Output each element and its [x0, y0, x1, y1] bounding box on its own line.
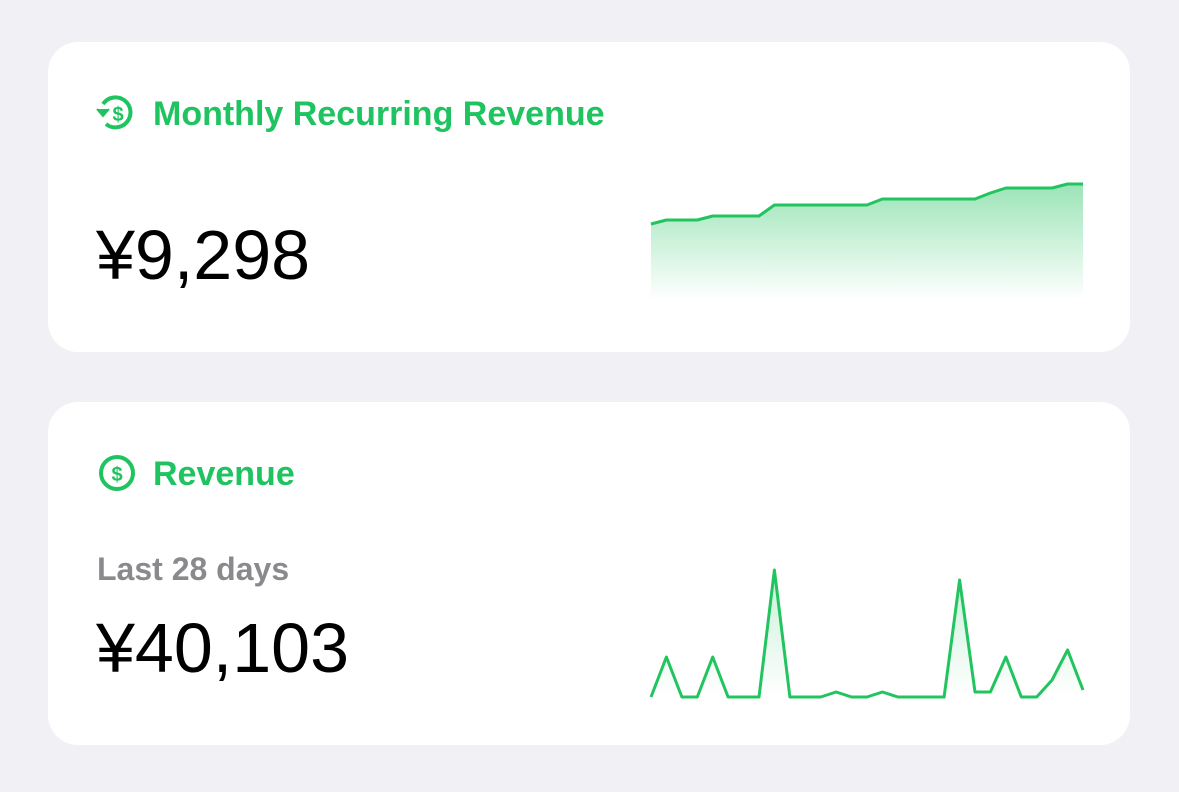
sparkline-line — [649, 568, 1085, 699]
svg-text:$: $ — [111, 464, 122, 486]
card-subtitle: Last 28 days — [97, 551, 289, 587]
card[interactable] — [48, 402, 1130, 745]
card-value: ¥9,298 — [95, 216, 310, 294]
revenue-icon: $ — [99, 455, 135, 491]
sparkline-area — [651, 184, 1083, 300]
card[interactable] — [48, 42, 1130, 352]
sparkline-line — [650, 182, 1083, 226]
card-title: Revenue — [153, 455, 295, 493]
card-title: Monthly Recurring Revenue — [153, 95, 605, 133]
card-value: ¥40,103 — [95, 609, 349, 687]
mrr-icon: $ — [96, 95, 133, 130]
svg-text:$: $ — [112, 104, 123, 126]
